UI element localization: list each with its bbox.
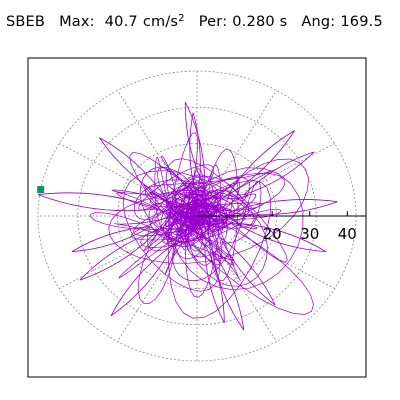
radial-axis: 20 30 40 (197, 211, 366, 243)
radial-tick-label: 20 (263, 225, 282, 243)
period-value: 0.280 s (232, 14, 288, 30)
max-unit: cm/s (142, 14, 179, 30)
max-value: 40.7 (104, 14, 138, 30)
peak-marker (37, 186, 45, 194)
plot-header: SBEB Max: 40.7 cm/s2 Per: 0.280 s Ang: 169.5 (6, 13, 383, 30)
max-label: Max: (59, 14, 95, 30)
motion-trace-path (90, 132, 314, 319)
max-unit-exponent: 2 (178, 13, 185, 24)
grid-spoke-150 (59, 143, 161, 197)
motion-trace-loop (243, 151, 315, 196)
angle-label: Ang: (301, 14, 336, 30)
angle-value: 169.5 (340, 14, 383, 30)
motion-trace-loop (99, 137, 167, 199)
station-code: SBEB (6, 14, 46, 30)
grid-spoke-210 (59, 235, 161, 289)
motion-trace-loop (37, 192, 159, 212)
motion-trace-loop (79, 229, 159, 281)
motion-trace-loop (220, 237, 276, 306)
radial-tick-label: 30 (300, 225, 319, 243)
motion-trace-loop (184, 101, 206, 188)
motion-trace-loop (204, 244, 225, 324)
motion-trace-loop (189, 112, 201, 199)
motion-trace-loop (110, 244, 174, 317)
motion-trace-loop (227, 130, 296, 195)
period-label: Per: (198, 14, 228, 30)
grid-spoke-30 (233, 143, 335, 197)
radial-tick-label: 40 (338, 225, 357, 243)
motion-trace-loop (71, 226, 151, 253)
motion-trace (37, 101, 338, 331)
motion-trace-loop (228, 199, 338, 216)
motion-trace-loop (235, 222, 327, 253)
